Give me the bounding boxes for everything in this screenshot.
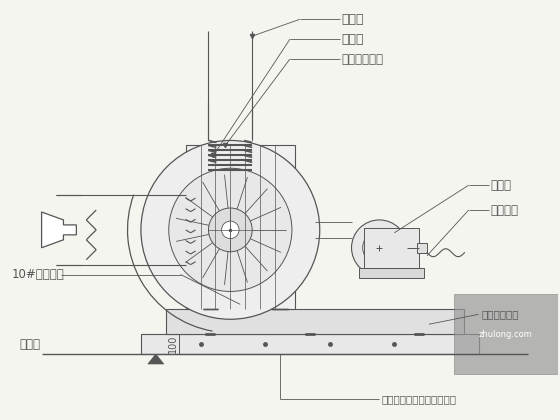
- Circle shape: [372, 241, 386, 255]
- Bar: [454, 294, 558, 374]
- Circle shape: [222, 221, 239, 239]
- Bar: [360, 268, 424, 278]
- Text: 离心式通风机: 离心式通风机: [342, 52, 384, 66]
- Text: 弹簧减振器型: 弹簧减振器型: [482, 309, 519, 319]
- Polygon shape: [41, 212, 76, 248]
- Text: 送风管: 送风管: [342, 13, 364, 26]
- Text: 100: 100: [167, 335, 178, 353]
- Text: 电动机: 电动机: [491, 178, 512, 192]
- Polygon shape: [148, 354, 164, 364]
- Text: 10#槽钢支座: 10#槽钢支座: [12, 268, 64, 281]
- Bar: [166, 310, 464, 334]
- Circle shape: [169, 168, 292, 291]
- Circle shape: [141, 140, 320, 319]
- Text: 楼板面: 楼板面: [20, 338, 41, 351]
- Text: 混凝土基础土建负责施（）: 混凝土基础土建负责施（）: [381, 394, 456, 404]
- Text: zhulong.com: zhulong.com: [479, 330, 533, 339]
- Bar: [185, 145, 295, 310]
- Circle shape: [352, 220, 407, 276]
- Bar: [141, 334, 479, 354]
- Bar: [365, 228, 419, 268]
- Circle shape: [208, 208, 252, 252]
- Text: 电源接线: 电源接线: [491, 204, 519, 216]
- Text: 软接管: 软接管: [342, 33, 364, 46]
- Circle shape: [363, 231, 396, 265]
- Bar: [417, 243, 427, 253]
